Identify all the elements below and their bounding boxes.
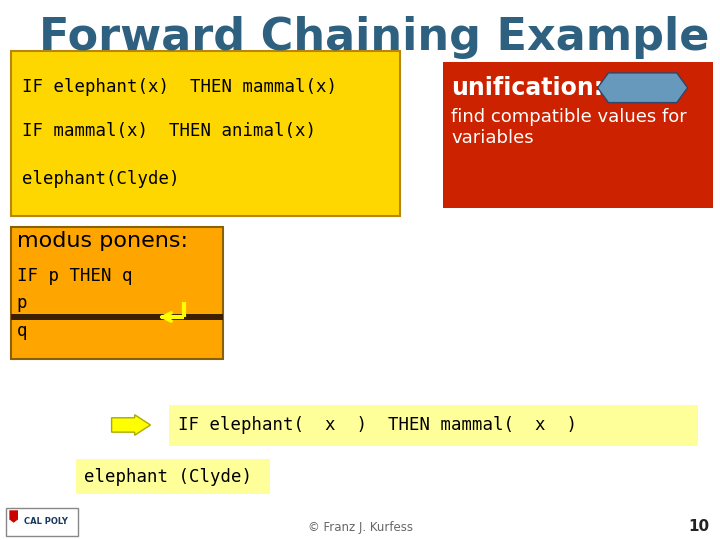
- Text: elephant(Clyde): elephant(Clyde): [22, 170, 179, 188]
- FancyBboxPatch shape: [6, 508, 78, 536]
- FancyBboxPatch shape: [11, 314, 223, 320]
- Text: © Franz J. Kurfess: © Franz J. Kurfess: [307, 521, 413, 534]
- Text: elephant (Clyde): elephant (Clyde): [84, 468, 252, 485]
- FancyBboxPatch shape: [11, 227, 223, 359]
- Text: IF elephant(  x  )  THEN mammal(  x  ): IF elephant( x ) THEN mammal( x ): [178, 416, 577, 434]
- Polygon shape: [9, 510, 18, 523]
- Text: CAL POLY: CAL POLY: [24, 517, 68, 526]
- Text: modus ponens:: modus ponens:: [17, 231, 187, 251]
- Text: IF mammal(x)  THEN animal(x): IF mammal(x) THEN animal(x): [22, 122, 315, 139]
- Text: Forward Chaining Example: Forward Chaining Example: [39, 16, 710, 59]
- Text: find compatible values for
variables: find compatible values for variables: [451, 108, 687, 147]
- Text: q: q: [17, 322, 27, 340]
- Polygon shape: [598, 73, 688, 103]
- FancyBboxPatch shape: [11, 51, 400, 216]
- Text: unification:: unification:: [451, 76, 603, 99]
- Text: p: p: [17, 294, 27, 312]
- Polygon shape: [112, 415, 150, 435]
- FancyBboxPatch shape: [76, 459, 270, 494]
- Text: IF elephant(x)  THEN mammal(x): IF elephant(x) THEN mammal(x): [22, 78, 337, 96]
- FancyBboxPatch shape: [169, 405, 698, 446]
- Text: IF p THEN q: IF p THEN q: [17, 267, 132, 285]
- Text: 10: 10: [688, 518, 709, 534]
- FancyBboxPatch shape: [443, 62, 713, 208]
